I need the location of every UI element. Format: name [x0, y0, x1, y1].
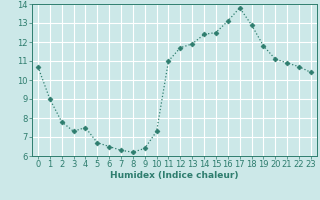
- X-axis label: Humidex (Indice chaleur): Humidex (Indice chaleur): [110, 171, 239, 180]
